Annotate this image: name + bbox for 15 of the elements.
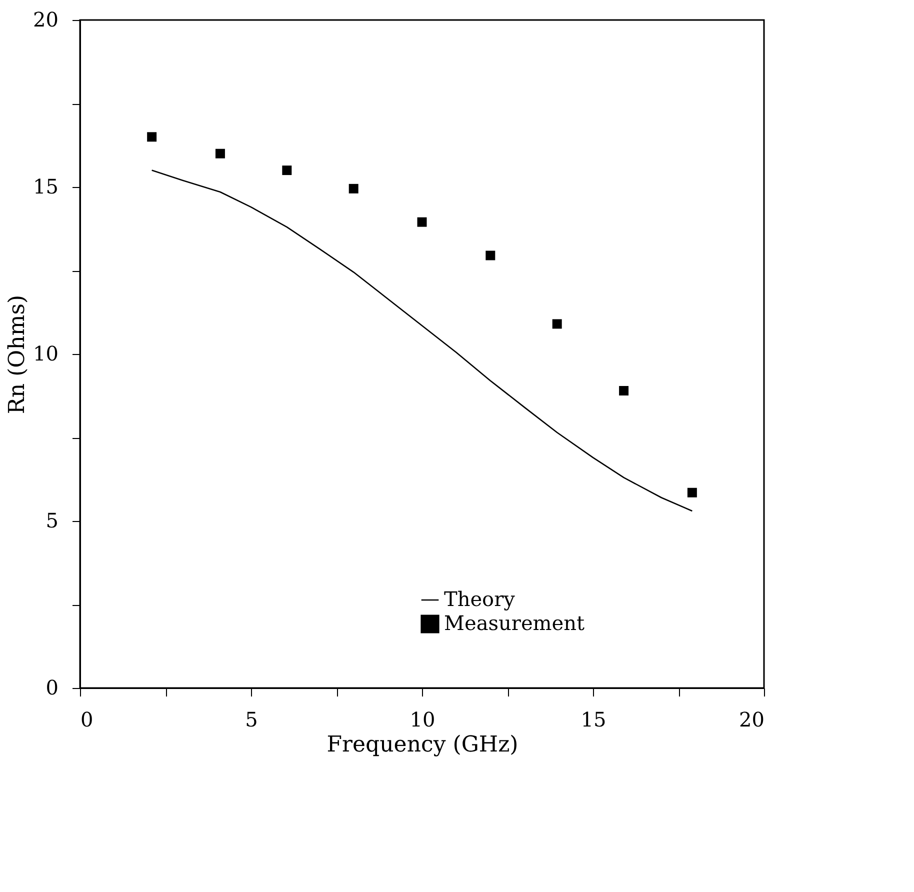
y-tick-label: 0 [46,676,58,700]
y-tick-label: 10 [33,342,58,366]
legend-label: Measurement [444,611,584,635]
x-tick-label: 0 [80,708,94,732]
x-tick-label: 20 [739,708,764,732]
y-axis-title: Rn (Ohms) [5,294,30,414]
x-tick-label: 15 [580,708,606,732]
y-tick-label: 20 [33,8,58,32]
y-tick-label: 5 [46,508,58,532]
x-tick-label: 5 [245,708,258,732]
line-series [151,170,693,512]
x-tick-label: 10 [410,708,436,732]
y-tick-label: 15 [33,174,58,198]
x-axis-title: Frequency (GHz) [326,732,518,758]
legend-label: Theory [444,587,516,611]
